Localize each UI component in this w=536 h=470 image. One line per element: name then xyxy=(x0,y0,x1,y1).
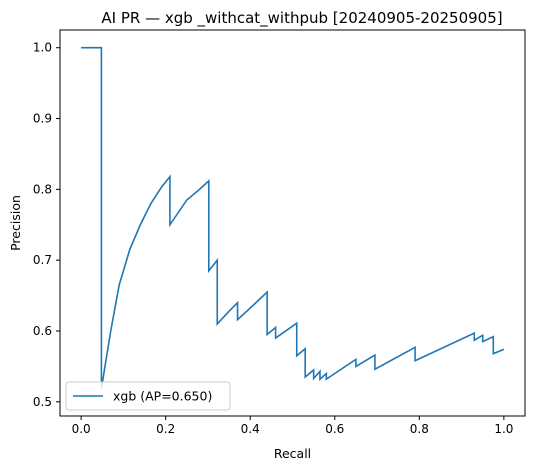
x-tick-label: 0.6 xyxy=(325,422,344,436)
x-axis-label: Recall xyxy=(274,446,311,461)
y-tick-label: 0.8 xyxy=(33,182,52,196)
y-axis-ticks: 0.5 0.6 0.7 0.8 0.9 1.0 xyxy=(33,41,60,409)
x-tick-label: 0.4 xyxy=(241,422,260,436)
y-tick-label: 0.5 xyxy=(33,395,52,409)
legend-label-xgb: xgb (AP=0.650) xyxy=(113,389,212,404)
series-line-xgb xyxy=(81,46,505,390)
legend-box xyxy=(65,381,231,411)
x-tick-label: 0.8 xyxy=(410,422,429,436)
y-tick-label: 0.6 xyxy=(33,324,52,338)
y-axis-label: Precision xyxy=(8,195,23,251)
y-tick-label: 0.7 xyxy=(33,253,52,267)
x-tick-label: 0.0 xyxy=(72,422,91,436)
y-tick-label: 0.9 xyxy=(33,112,52,126)
chart-title: AI PR — xgb _withcat_withpub [20240905-2… xyxy=(101,9,502,28)
x-tick-label: 1.0 xyxy=(494,422,513,436)
y-tick-label: 1.0 xyxy=(33,41,52,55)
legend: xgb (AP=0.650) xyxy=(65,381,231,411)
x-axis-ticks: 0.0 0.2 0.4 0.6 0.8 1.0 xyxy=(72,416,513,436)
plot-area xyxy=(59,29,526,417)
x-tick-label: 0.2 xyxy=(156,422,175,436)
